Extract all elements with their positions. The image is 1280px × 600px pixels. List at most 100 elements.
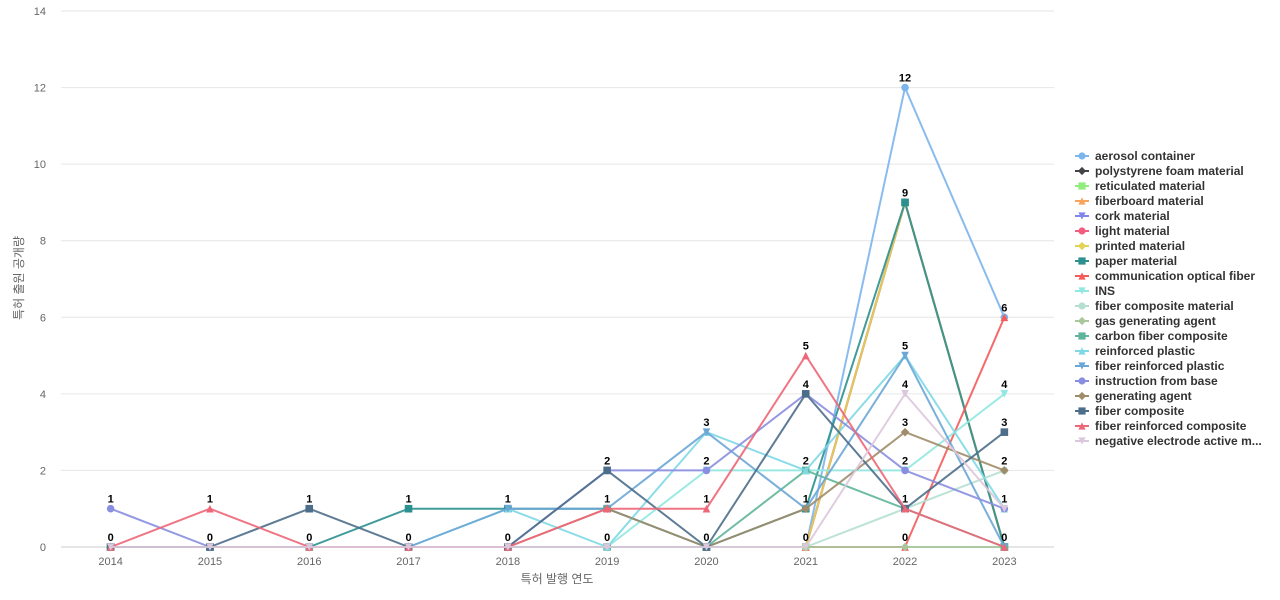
y-tick-label: 8 [40,236,46,248]
x-tick-label: 2022 [893,556,917,568]
data-point [901,466,909,475]
series-8 [106,313,1009,551]
data-point [305,504,314,513]
legend-item[interactable]: fiber reinforced plastic [1075,359,1225,373]
legend-marker [1078,182,1086,190]
data-point [801,351,810,360]
legend-marker [1078,227,1086,235]
legend-item[interactable]: paper material [1075,254,1177,268]
y-tick-label: 10 [34,159,46,171]
data-label: 1 [207,494,213,506]
data-label: 2 [703,455,709,467]
legend-item[interactable]: negative electrode active m... [1075,434,1262,448]
x-tick-label: 2017 [396,556,420,568]
legend-item[interactable]: printed material [1075,239,1185,253]
data-labels: 1 0 1 0 1 0 1 0 1 0 2 1 0 3 2 1 0 5 4 2 1 0 12 9 5 4 3 2 1 0 6 4 3 2 1 0 [108,73,1009,544]
data-label: 1 [505,494,511,506]
x-tick-label: 2023 [992,556,1016,568]
x-tick-label: 2021 [794,556,818,568]
series-layer [106,83,1009,552]
legend-item[interactable]: carbon fiber composite [1075,329,1228,343]
data-label: 1 [604,494,610,506]
legend-item[interactable]: fiber reinforced composite [1075,419,1247,433]
data-label: 4 [1001,379,1008,391]
series-4 [106,198,1009,551]
legend-label: printed material [1095,239,1185,253]
series-line [110,354,1006,548]
data-label: 0 [108,532,114,544]
x-tick-label: 2020 [694,556,718,568]
data-point [801,390,810,398]
data-label: 1 [703,494,709,506]
data-label: 0 [405,532,411,544]
series-line [110,354,1005,548]
data-point [305,543,314,551]
series-line [110,392,1006,548]
series-1 [106,198,1009,552]
legend-item[interactable]: reinforced plastic [1075,344,1195,358]
legend-marker [1078,212,1086,220]
series-3 [106,198,1009,551]
data-label: 12 [899,73,911,85]
legend-label: light material [1095,224,1170,238]
data-point [1000,390,1009,398]
legend-item[interactable]: gas generating agent [1075,314,1216,328]
data-point [1000,504,1009,513]
legend-label: fiber composite [1095,404,1185,418]
legend-item[interactable]: fiber composite [1075,404,1185,418]
legend-label: INS [1095,284,1115,298]
legend-marker [1078,422,1086,430]
legend-label: cork material [1095,209,1170,223]
data-point [603,466,611,475]
data-label: 0 [902,532,908,544]
data-label: 0 [604,532,610,544]
legend-label: gas generating agent [1095,314,1216,328]
series-line [110,431,1005,548]
x-tick-label: 2016 [297,556,321,568]
data-label: 1 [1001,494,1007,506]
legend-label: negative electrode active m... [1095,434,1262,448]
legend-label: instruction from base [1095,374,1218,388]
data-label: 0 [207,532,213,544]
legend-item[interactable]: fiber composite material [1075,299,1234,313]
legend-marker [1078,332,1086,340]
data-point [801,466,810,475]
legend-marker [1077,166,1087,176]
legend-item[interactable]: INS [1075,284,1115,298]
legend-label: fiber reinforced composite [1095,419,1247,433]
data-label: 3 [902,417,908,429]
data-point [206,504,214,513]
data-point [1000,428,1009,436]
legend-label: fiber reinforced plastic [1095,359,1225,373]
data-label: 2 [1001,455,1007,467]
data-label: 0 [703,532,709,544]
legend-marker [1078,407,1086,415]
legend-item[interactable]: generating agent [1075,389,1192,403]
data-label: 0 [803,532,809,544]
data-label: 3 [1001,417,1007,429]
legend-item[interactable]: communication optical fiber [1075,269,1255,283]
legend-label: reinforced plastic [1095,344,1195,358]
y-axis-ticks: 0 2 4 6 8 10 12 14 [34,6,46,554]
data-point [901,351,909,360]
legend-item[interactable]: instruction from base [1075,374,1218,388]
x-axis-ticks: 2014 2015 2016 2017 2018 2019 2020 2021 2022 2023 [98,556,1016,568]
data-point [901,83,909,92]
data-point [1000,543,1009,551]
y-tick-label: 14 [34,6,46,18]
data-label: 1 [306,494,312,506]
legend-item[interactable]: reticulated material [1075,179,1205,193]
legend-item[interactable]: polystyrene foam material [1075,164,1244,178]
legend-item[interactable]: light material [1075,224,1170,238]
series-5 [106,198,1009,551]
data-point [603,543,611,551]
grid-lines [61,10,1054,548]
legend-item[interactable]: fiberboard material [1075,194,1204,208]
y-axis-title: 특허 출원 공개량 [12,236,26,320]
legend-marker [1078,152,1086,160]
legend-marker [1078,347,1086,355]
data-label: 5 [902,341,908,353]
legend-marker [1078,437,1086,445]
legend-item[interactable]: aerosol container [1075,149,1195,163]
legend-item[interactable]: cork material [1075,209,1170,223]
